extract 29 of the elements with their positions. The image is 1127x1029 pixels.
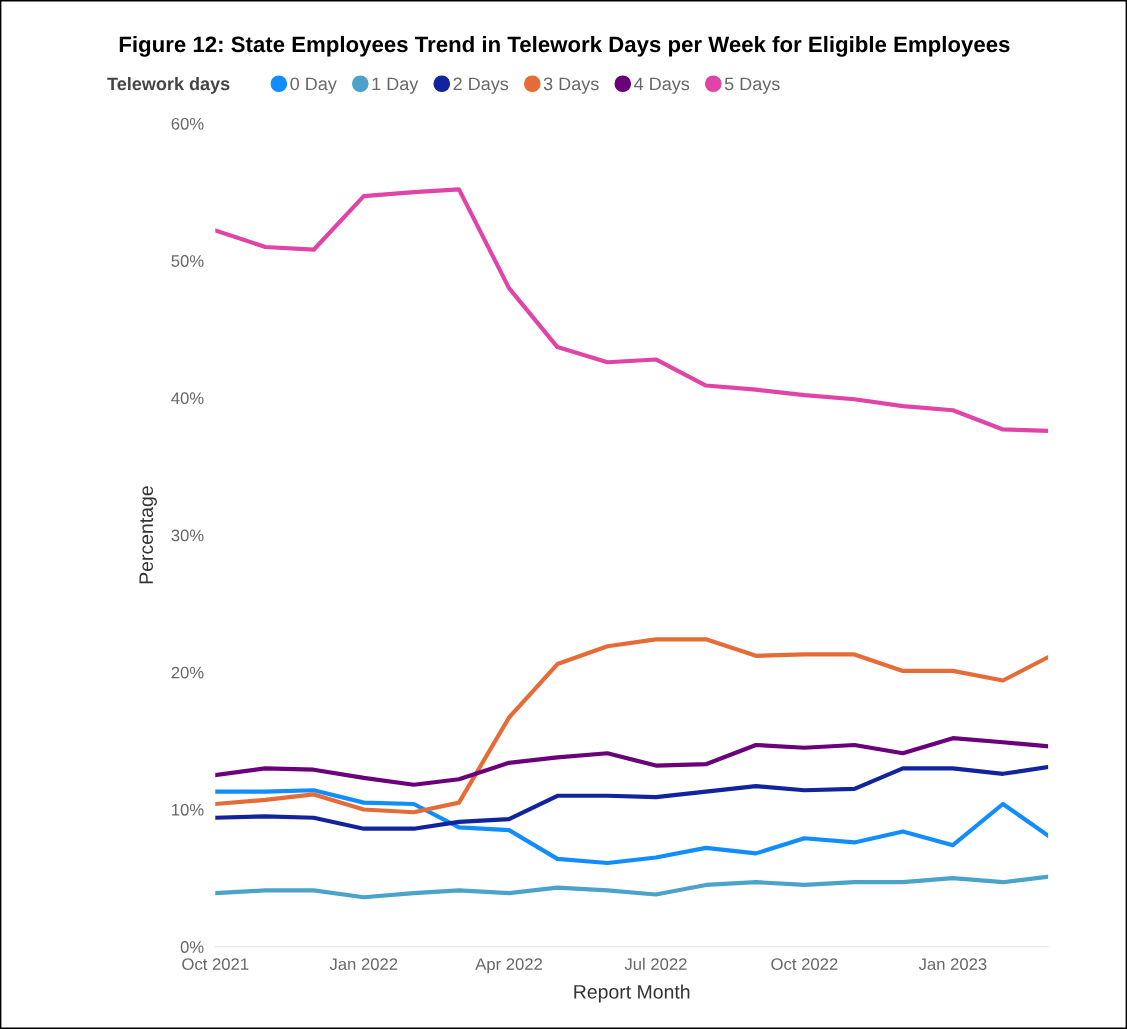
legend-title: Telework days (107, 76, 230, 94)
x-tick-label: Oct 2021 (182, 958, 249, 971)
legend-label: 2 Days (453, 77, 509, 94)
legend-label: 0 Day (290, 77, 337, 94)
x-tick-label: Jan 2022 (329, 958, 398, 971)
line-series (215, 764, 1049, 831)
x-axis-title: Report Month (574, 984, 690, 1003)
y-axis-title: Percentage (139, 486, 157, 584)
line-series (215, 736, 1049, 787)
line-series (215, 874, 1049, 900)
y-tick-label: 0% (180, 941, 204, 953)
legend-label: 5 Days (724, 77, 780, 94)
chart-title: Figure 12: State Employees Trend in Telework Days per Week for Eligible Employees (119, 35, 1010, 57)
y-tick-label: 20% (171, 666, 204, 679)
line-series (215, 187, 1049, 433)
x-tick-label: Jan 2023 (918, 958, 987, 971)
x-tick-label: Jul 2022 (624, 957, 687, 971)
line-series (215, 637, 1049, 815)
y-tick-label: 40% (171, 392, 204, 405)
y-tick-label: 60% (171, 117, 204, 130)
y-tick-label: 30% (171, 529, 204, 542)
y-tick-label: 50% (171, 255, 204, 267)
y-tick-label: 10% (172, 803, 204, 816)
legend-label: 1 Day (372, 77, 419, 94)
legend-label: 4 Days (634, 77, 690, 94)
legend-label: 3 Days (543, 77, 599, 94)
x-tick-label: Apr 2022 (475, 958, 542, 974)
x-tick-label: Oct 2022 (771, 958, 838, 971)
line-series (215, 788, 1049, 866)
